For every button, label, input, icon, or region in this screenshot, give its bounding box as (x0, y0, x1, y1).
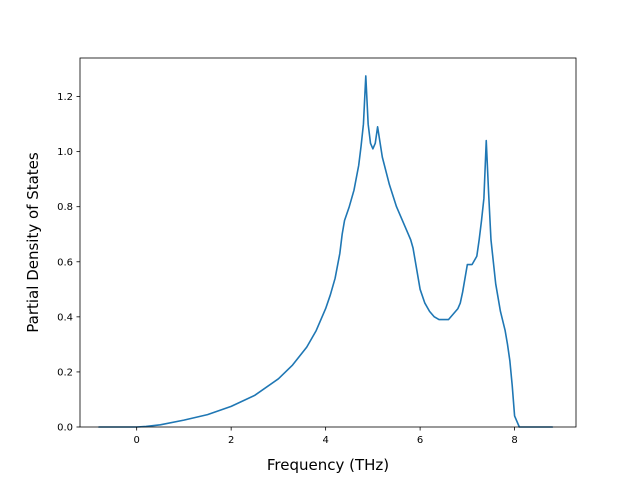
x-tick-label: 8 (511, 435, 517, 446)
plot-area (98, 75, 554, 428)
y-tick-label: 1.2 (57, 92, 73, 103)
y-tick-label: 0.4 (57, 312, 73, 323)
x-tick-label: 0 (133, 435, 139, 446)
x-axis-label: Frequency (THz) (267, 456, 389, 474)
axes-frame (79, 57, 577, 428)
y-tick-label: 0.8 (57, 202, 73, 213)
y-tick-label: 0.6 (57, 257, 73, 268)
x-tick-label: 6 (417, 435, 423, 446)
y-tick-label: 0.2 (57, 367, 73, 378)
y-tick-label: 1.0 (57, 147, 73, 158)
x-tick-label: 4 (322, 435, 328, 446)
y-axis-label: Partial Density of States (24, 152, 42, 333)
y-axis-ticks: 0.0 0.2 0.4 0.6 0.8 1.0 1.2 (57, 92, 80, 434)
x-axis-ticks: 0 2 4 6 8 (133, 427, 518, 446)
x-tick-label: 2 (228, 435, 234, 446)
series-line-0 (98, 75, 554, 428)
y-tick-label: 0.0 (57, 423, 73, 434)
